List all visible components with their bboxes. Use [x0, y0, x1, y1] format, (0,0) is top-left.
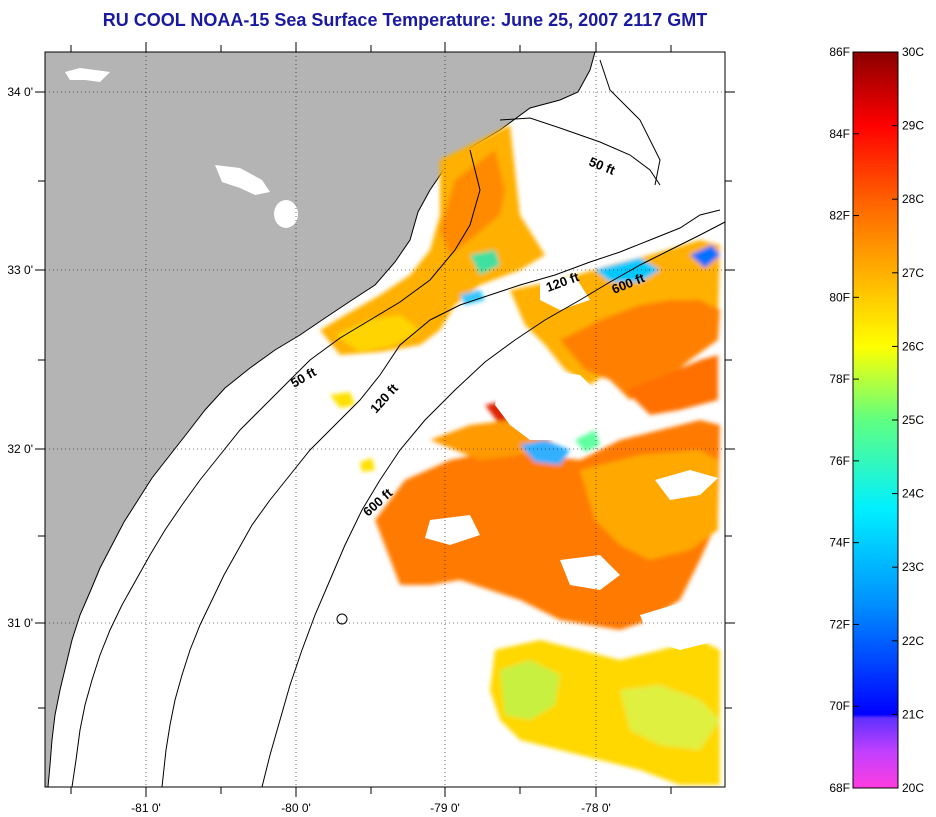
colorbar-c-label: 24C	[902, 487, 924, 501]
colorbar-f-label: 72F	[829, 617, 850, 631]
contour-120ft	[161, 209, 721, 787]
map-frame	[44, 51, 726, 788]
tick-marks	[35, 42, 735, 797]
lat-label: 34 0'	[7, 85, 33, 99]
colorbar-f-label: 68F	[829, 781, 850, 795]
colorbar-c-label: 25C	[902, 413, 924, 427]
lat-label: 33 0'	[7, 263, 33, 277]
colorbar-c-label: 21C	[902, 707, 924, 721]
colorbar-labels: 86F 84F 82F 80F 78F 76F 74F 72F 70F 68F 30C 29C 28C 2…	[829, 45, 924, 795]
colorbar-f-label: 70F	[829, 699, 850, 713]
colorbar-c-label: 26C	[902, 339, 924, 353]
lon-label: -80 0'	[281, 801, 311, 815]
cloud-gaps	[425, 276, 720, 650]
colorbar-c-label: 28C	[902, 192, 924, 206]
lake	[65, 68, 110, 82]
colorbar-f-label: 82F	[829, 209, 850, 223]
lon-label: -79 0'	[430, 801, 460, 815]
map-title: RU COOL NOAA-15 Sea Surface Temperature:…	[102, 10, 708, 30]
colorbar-f-label: 86F	[829, 45, 850, 59]
lat-label: 31 0'	[7, 616, 33, 630]
contour-600ft	[261, 221, 725, 787]
colorbar-c-label: 30C	[902, 45, 924, 59]
colorbar-f-label: 80F	[829, 290, 850, 304]
graticule	[45, 52, 725, 787]
coastline-north	[599, 59, 661, 186]
colorbar-c-label: 23C	[902, 560, 924, 574]
lon-label: -78 0'	[581, 801, 611, 815]
contour-50ft	[71, 117, 661, 787]
colorbar-f-label: 78F	[829, 372, 850, 386]
lon-label: -81 0'	[131, 801, 161, 815]
colorbar	[852, 51, 899, 789]
colorbar-c-label: 27C	[902, 266, 924, 280]
colorbar-f-label: 84F	[829, 127, 850, 141]
seamount	[336, 613, 348, 625]
colorbar-c-label: 29C	[902, 119, 924, 133]
colorbar-c-label: 20C	[902, 781, 924, 795]
colorbar-f-label: 74F	[829, 536, 850, 550]
colorbar-ticks	[853, 125, 898, 715]
lake	[215, 165, 270, 195]
land-mass	[45, 52, 595, 787]
lat-label: 32 0'	[7, 442, 33, 456]
colorbar-f-label: 76F	[829, 454, 850, 468]
colorbar-c-label: 22C	[902, 634, 924, 648]
lake	[274, 200, 298, 228]
